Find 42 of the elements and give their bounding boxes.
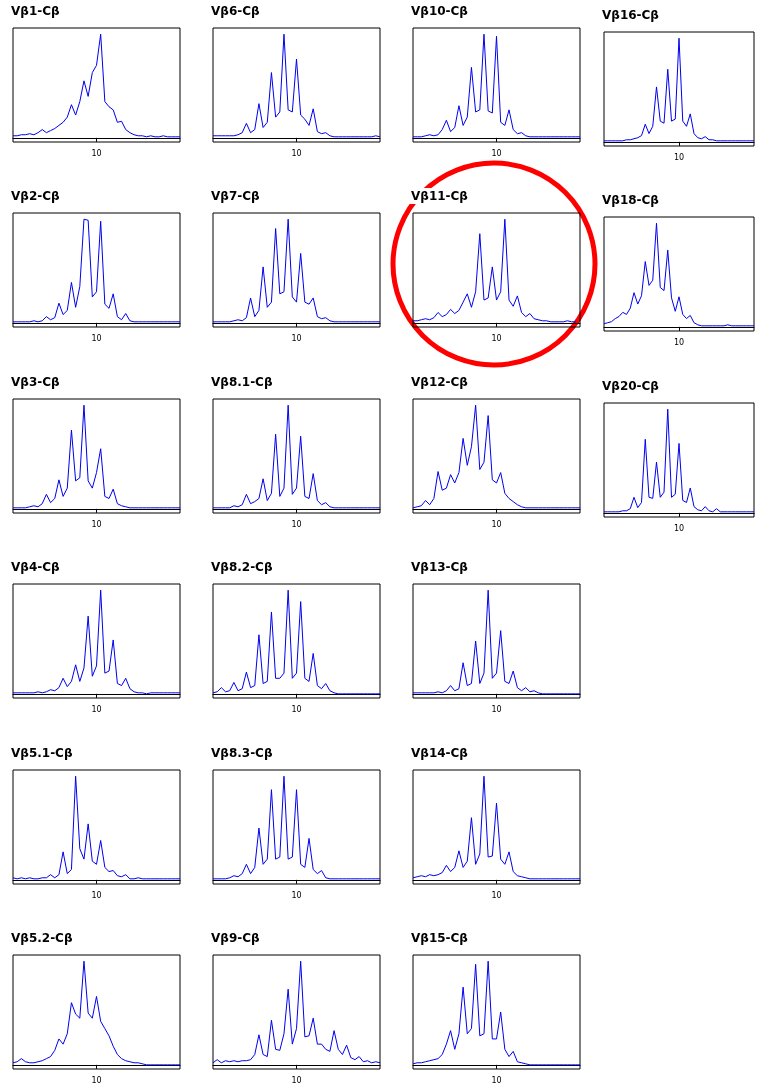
chart-title: Vβ15-Cβ — [411, 931, 469, 945]
chart-title: Vβ8.1-Cβ — [211, 375, 273, 389]
text: 10 — [491, 1075, 502, 1085]
text: 10 — [491, 519, 502, 529]
chart-title: Vβ2-Cβ — [11, 189, 61, 203]
text: 10 — [291, 519, 302, 529]
chart-title: Vβ13-Cβ — [411, 560, 469, 574]
text: 10 — [291, 704, 302, 714]
chart-title: Vβ5.2-Cβ — [11, 931, 73, 945]
text: 10 — [91, 704, 102, 714]
chart-title: Vβ16-Cβ — [602, 8, 660, 22]
chart-title: Vβ6-Cβ — [211, 4, 261, 18]
chart-title: Vβ5.1-Cβ — [11, 746, 73, 760]
text: 10 — [673, 152, 685, 162]
text: 10 — [673, 337, 685, 347]
chart-title: Vβ12-Cβ — [411, 375, 469, 389]
text: 10 — [291, 148, 302, 158]
chart-title: Vβ8.3-Cβ — [211, 746, 273, 760]
chart-title: Vβ11-Cβ — [411, 189, 469, 203]
text: 10 — [91, 148, 102, 158]
chart-title: Vβ8.2-Cβ — [211, 560, 273, 574]
text: 10 — [91, 333, 102, 343]
chart-title: Vβ7-Cβ — [211, 189, 261, 203]
text: 10 — [491, 704, 502, 714]
chart-title: Vβ20-Cβ — [602, 379, 660, 393]
text: 10 — [91, 519, 102, 529]
chart-title: Vβ14-Cβ — [411, 746, 469, 760]
text: 10 — [491, 148, 502, 158]
text: 10 — [673, 523, 685, 533]
chart-title: Vβ9-Cβ — [211, 931, 261, 945]
chart-title: Vβ10-Cβ — [411, 4, 469, 18]
chart-title: Vβ1-Cβ — [11, 4, 61, 18]
chart-title: Vβ3-Cβ — [11, 375, 61, 389]
chart-title: Vβ4-Cβ — [11, 560, 61, 574]
text: 10 — [291, 333, 302, 343]
text: 10 — [291, 1075, 302, 1085]
text: 10 — [91, 1075, 102, 1085]
chart-title: Vβ18-Cβ — [602, 193, 660, 207]
text: 10 — [491, 333, 502, 343]
text: 10 — [291, 890, 302, 900]
text: 10 — [91, 890, 102, 900]
text: 10 — [491, 890, 502, 900]
